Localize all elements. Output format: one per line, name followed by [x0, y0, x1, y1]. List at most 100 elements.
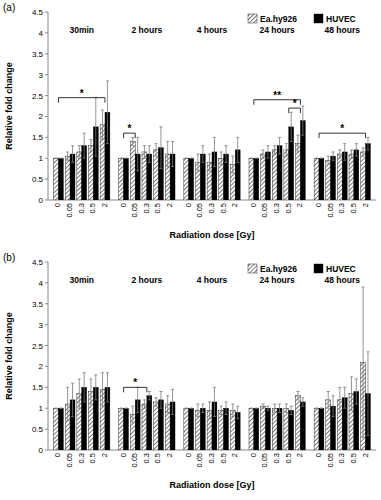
error-cap	[250, 158, 253, 159]
error-cap	[327, 391, 330, 392]
error-line	[297, 392, 298, 400]
x-tick-label: 0.05	[195, 453, 204, 468]
error-cap	[78, 158, 81, 159]
legend-swatch	[314, 264, 323, 273]
error-cap	[125, 158, 128, 159]
error-line	[221, 152, 222, 165]
bar	[284, 150, 289, 200]
error-cap	[155, 143, 158, 144]
error-cap	[296, 151, 299, 152]
error-cap	[236, 418, 239, 419]
error-cap	[301, 135, 304, 136]
x-tick-label: 2	[230, 203, 239, 207]
error-cap	[136, 412, 139, 413]
error-cap	[285, 404, 288, 405]
error-line	[297, 135, 298, 152]
error-cap	[262, 404, 265, 405]
error-cap	[320, 158, 323, 159]
bar	[195, 410, 200, 450]
error-cap	[131, 422, 134, 423]
error-line	[132, 406, 133, 423]
x-tick-label: 0.5	[88, 453, 97, 463]
x-tick-label: 0.05	[130, 203, 139, 218]
bar	[189, 408, 194, 450]
error-line	[279, 137, 280, 154]
error-bar	[290, 112, 293, 141]
y-axis	[48, 12, 49, 200]
bar	[319, 408, 324, 450]
x-tick-label: 0.05	[260, 203, 269, 218]
x-tick-label: 0	[314, 203, 323, 207]
error-bar	[136, 137, 139, 170]
error-bar	[196, 404, 199, 417]
error-bar	[315, 158, 318, 159]
x-tick-label: 2	[295, 453, 304, 457]
error-bar	[185, 158, 188, 159]
error-cap	[136, 170, 139, 171]
error-bar	[101, 373, 104, 406]
y-tick	[45, 137, 48, 138]
error-cap	[185, 408, 188, 409]
error-line	[156, 398, 157, 406]
error-bar	[332, 396, 335, 417]
error-bar	[213, 137, 216, 166]
y-tick	[45, 179, 48, 180]
bar	[184, 158, 189, 200]
error-bar	[278, 137, 281, 154]
error-cap	[101, 110, 104, 111]
error-cap	[355, 143, 358, 144]
bar	[58, 408, 63, 450]
error-line	[351, 377, 352, 410]
bar	[349, 154, 354, 200]
error-line	[149, 392, 150, 400]
error-line	[90, 379, 91, 404]
x-tick-label: 0.3	[142, 203, 151, 213]
error-cap	[213, 416, 216, 417]
x-tick-label: 0.3	[272, 453, 281, 463]
x-tick-label: 0	[119, 203, 128, 207]
error-bar	[315, 408, 318, 409]
x-tick-label: 0.5	[349, 453, 358, 463]
error-bar	[350, 150, 353, 158]
error-line	[202, 404, 203, 412]
error-cap	[266, 406, 269, 407]
error-cap	[278, 154, 281, 155]
panel: (a)Relative fold change00.511.522.533.54…	[3, 2, 376, 240]
error-cap	[143, 158, 146, 159]
error-cap	[59, 408, 62, 409]
error-line	[197, 154, 198, 171]
error-bar	[55, 408, 58, 409]
error-cap	[94, 374, 97, 375]
error-cap	[196, 170, 199, 171]
bar	[300, 402, 305, 450]
error-line	[149, 146, 150, 163]
error-bar	[190, 158, 193, 159]
error-cap	[106, 143, 109, 144]
error-cap	[59, 158, 62, 159]
error-bar	[266, 146, 269, 159]
x-tick-label: 0	[119, 453, 128, 457]
error-line	[274, 146, 275, 154]
bar	[277, 408, 282, 450]
significance-label: *	[133, 377, 137, 388]
error-cap	[148, 391, 151, 392]
error-cap	[185, 408, 188, 409]
bar	[284, 408, 289, 450]
error-cap	[343, 143, 346, 144]
error-line	[363, 287, 364, 437]
group-label: 30min	[69, 275, 94, 285]
error-cap	[201, 404, 204, 405]
error-cap	[350, 410, 353, 411]
error-cap	[166, 141, 169, 142]
error-line	[328, 392, 329, 409]
error-bar	[327, 392, 330, 409]
x-tick-label: 0	[53, 203, 62, 207]
error-line	[286, 404, 287, 412]
error-cap	[231, 156, 234, 157]
bar	[266, 152, 271, 200]
error-bar	[366, 137, 369, 150]
error-cap	[196, 416, 199, 417]
y-tick-label: 0	[39, 196, 44, 205]
error-line	[132, 137, 133, 145]
error-cap	[220, 164, 223, 165]
